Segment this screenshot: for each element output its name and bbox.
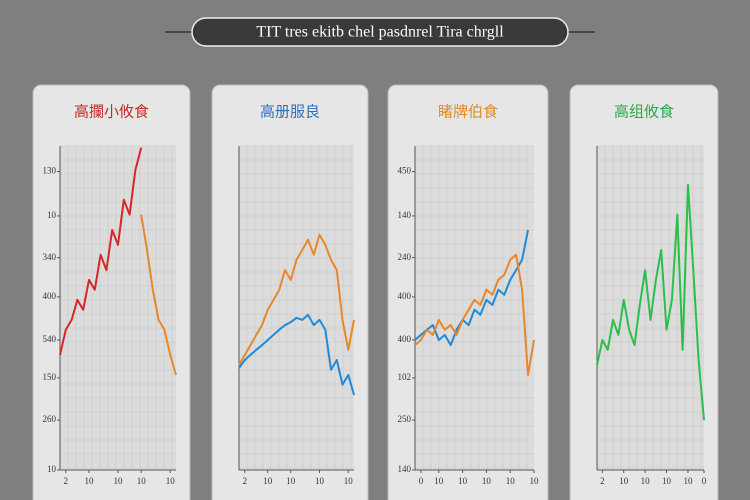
y-tick-label: 102: [398, 372, 412, 382]
y-tick-label: 140: [398, 464, 412, 474]
x-tick-label: 10: [114, 476, 124, 486]
y-tick-label: 10: [47, 464, 57, 474]
y-tick-label: 250: [398, 414, 412, 424]
y-tick-label: 140: [398, 210, 412, 220]
x-tick-label: 0: [702, 476, 707, 486]
plot-area: [60, 146, 176, 470]
panel-title: 高组攸食: [614, 103, 674, 121]
plot-area: [239, 146, 354, 470]
x-tick-label: 10: [662, 476, 672, 486]
page-title: TIT tres ekitb chel pasdnrel Tira chrgll: [256, 24, 504, 41]
y-tick-label: 400: [398, 334, 412, 344]
x-tick-label: 10: [482, 476, 492, 486]
x-tick-label: 10: [263, 476, 273, 486]
y-tick-label: 10: [47, 210, 57, 220]
x-tick-label: 10: [166, 476, 176, 486]
x-tick-label: 2: [243, 476, 248, 486]
panel-title: 高攔小攸食: [74, 103, 149, 121]
series-line: [414, 253, 535, 376]
x-tick-label: 2: [600, 476, 605, 486]
x-tick-label: 0: [419, 476, 424, 486]
y-tick-label: 130: [43, 166, 57, 176]
series-line: [238, 313, 355, 396]
x-tick-label: 10: [286, 476, 296, 486]
y-tick-label: 540: [43, 334, 57, 344]
title-pill: [191, 17, 569, 47]
plot-area: [415, 146, 534, 470]
y-tick-label: 340: [43, 252, 57, 262]
x-tick-label: 10: [641, 476, 651, 486]
x-tick-label: 10: [458, 476, 468, 486]
series-line: [238, 233, 355, 366]
x-tick-label: 10: [137, 476, 147, 486]
series-line: [414, 229, 529, 347]
plot-area: [597, 146, 704, 470]
y-tick-label: 450: [398, 166, 412, 176]
y-tick-label: 260: [43, 414, 57, 424]
x-tick-label: 10: [619, 476, 629, 486]
panel-title: 睹牌伯食: [438, 103, 498, 121]
series-line: [140, 214, 177, 376]
panel-title: 高册服良: [260, 103, 320, 121]
y-tick-label: 150: [43, 372, 57, 382]
x-tick-label: 10: [85, 476, 95, 486]
x-tick-label: 2: [64, 476, 69, 486]
series-line: [596, 183, 705, 421]
series-line: [59, 147, 143, 356]
y-tick-label: 400: [398, 291, 412, 301]
x-tick-label: 10: [683, 476, 693, 486]
x-tick-label: 10: [344, 476, 354, 486]
x-tick-label: 10: [434, 476, 444, 486]
x-tick-label: 10: [506, 476, 516, 486]
x-tick-label: 10: [530, 476, 540, 486]
y-tick-label: 240: [398, 252, 412, 262]
y-tick-label: 400: [43, 291, 57, 301]
x-tick-label: 10: [315, 476, 325, 486]
